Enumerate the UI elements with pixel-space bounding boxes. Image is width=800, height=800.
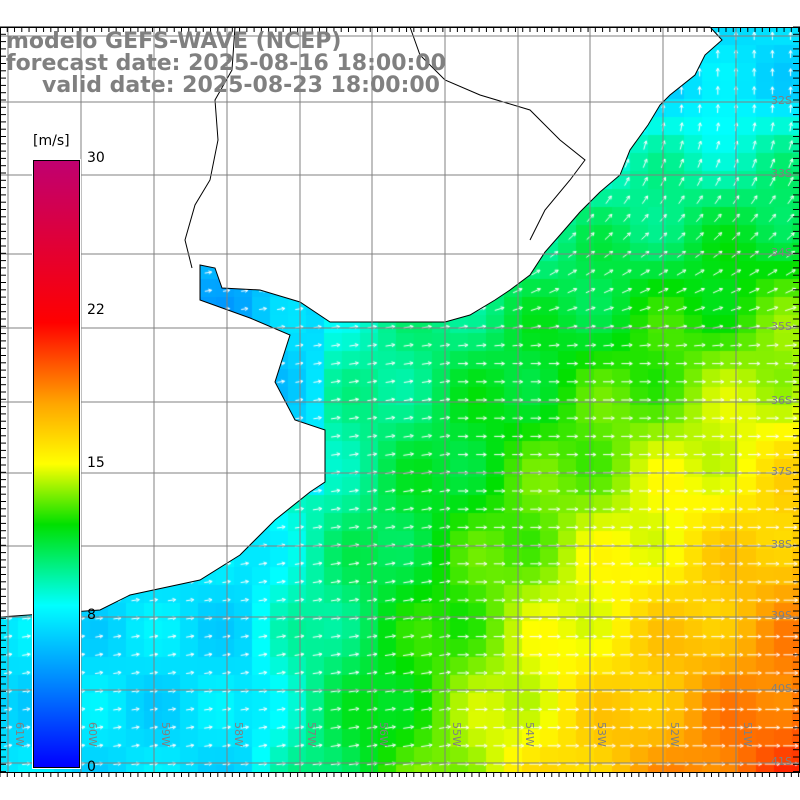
lon-label: 56W	[377, 722, 390, 747]
model-title: modelo GEFS-WAVE (NCEP)	[6, 29, 342, 54]
lon-label: 58W	[232, 722, 245, 747]
coastline	[0, 26, 723, 618]
lat-label: 36S	[771, 394, 792, 407]
colorbar-label-15: 15	[87, 455, 105, 471]
lat-label: 34S	[771, 246, 792, 259]
lon-label: 51W	[741, 722, 754, 747]
colorbar-label-30: 30	[87, 150, 105, 166]
colorbar-unit: [m/s]	[33, 133, 70, 149]
lon-label: 53W	[595, 722, 608, 747]
lon-label: 54W	[523, 722, 536, 747]
lat-label: 37S	[771, 465, 792, 478]
colorbar-label-8: 8	[87, 607, 96, 623]
lat-label: 39S	[771, 609, 792, 622]
lat-lon-grid	[0, 27, 800, 772]
lon-label: 61W	[13, 722, 26, 747]
forecast-date: forecast date: 2025-08-16 18:00:00	[6, 51, 446, 76]
land-mask	[0, 26, 723, 618]
colorbar-label-22: 22	[87, 302, 105, 318]
lon-label: 60W	[86, 722, 99, 747]
lon-label: 55W	[450, 722, 463, 747]
lat-label: 32S	[771, 94, 792, 107]
lat-label: 35S	[771, 320, 792, 333]
lon-label: 59W	[159, 722, 172, 747]
lat-label: 33S	[771, 167, 792, 180]
lagoon-line	[409, 26, 586, 241]
colorbar-label-0: 0	[87, 759, 96, 775]
lon-label: 52W	[668, 722, 681, 747]
lat-label: 40S	[771, 682, 792, 695]
axis-ticks	[0, 26, 800, 777]
border-line	[184, 26, 236, 269]
colorbar	[33, 160, 80, 768]
lat-label: 38S	[771, 538, 792, 551]
lat-label: 41S	[771, 755, 792, 768]
valid-date: valid date: 2025-08-23 18:00:00	[42, 73, 440, 98]
lon-label: 57W	[305, 722, 318, 747]
